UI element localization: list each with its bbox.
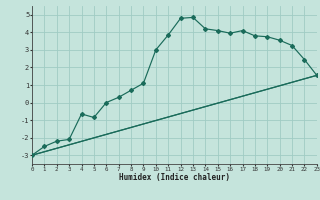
X-axis label: Humidex (Indice chaleur): Humidex (Indice chaleur) [119, 173, 230, 182]
